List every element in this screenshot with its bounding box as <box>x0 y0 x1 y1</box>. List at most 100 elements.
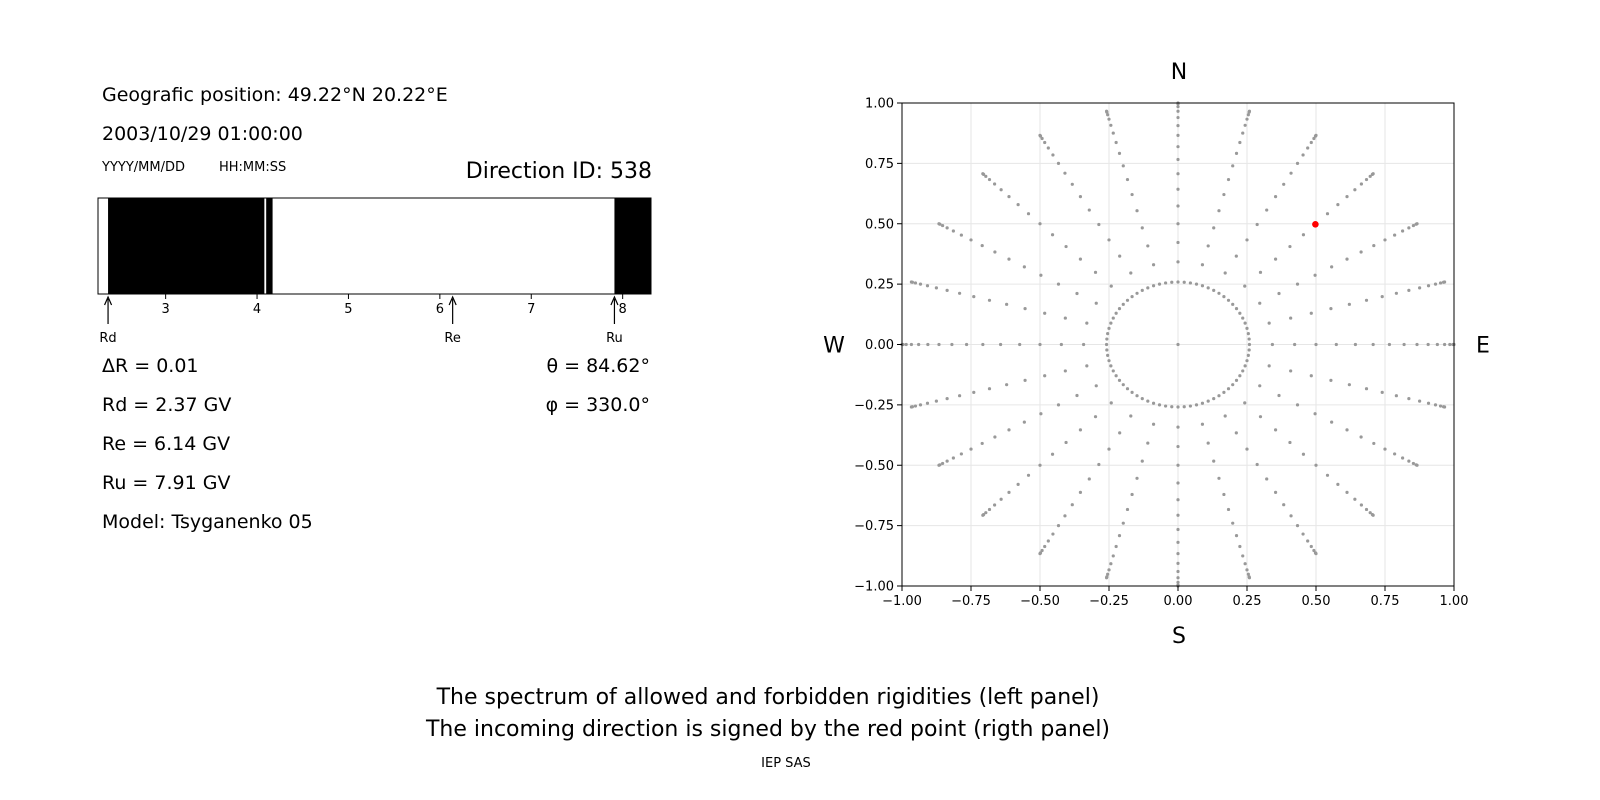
direction-point <box>1393 233 1397 237</box>
direction-point <box>1087 208 1091 212</box>
direction-point <box>1064 244 1068 249</box>
direction-point <box>1394 394 1398 398</box>
direction-point <box>918 282 923 286</box>
direction-point <box>1176 342 1180 347</box>
direction-point <box>1245 117 1249 121</box>
direction-point <box>1426 342 1430 347</box>
direction-point <box>1370 513 1375 517</box>
direction-point <box>1289 369 1293 373</box>
direction-point <box>1114 311 1118 315</box>
marker-arrowhead-rd <box>104 295 113 306</box>
re-value: Re = 6.14 GV <box>102 433 231 455</box>
direction-point <box>1212 288 1216 292</box>
direction-point <box>1039 412 1043 416</box>
direction-point <box>1051 153 1055 157</box>
direction-point <box>1212 397 1216 401</box>
direction-point <box>1217 476 1221 480</box>
direction-point <box>1245 326 1249 330</box>
direction-point <box>1111 554 1115 558</box>
direction-point <box>993 503 997 507</box>
direction-point <box>1223 414 1227 418</box>
direction-point <box>1222 390 1226 394</box>
direction-point <box>1306 539 1310 543</box>
direction-point <box>1130 192 1134 197</box>
direction-point <box>1243 123 1247 127</box>
phi-value: φ = 330.0° <box>545 394 650 416</box>
direction-point <box>913 404 918 408</box>
direction-point <box>910 280 915 284</box>
direction-point <box>1114 544 1118 549</box>
direction-point <box>1217 291 1221 295</box>
direction-point <box>1040 136 1044 141</box>
direction-point <box>1056 282 1061 286</box>
direction-point <box>1452 342 1456 347</box>
direction-point <box>1245 238 1249 242</box>
direction-point <box>1336 482 1340 486</box>
direction-point <box>1176 172 1180 176</box>
direction-point <box>981 172 986 176</box>
direction-point <box>1104 109 1109 113</box>
direction-point <box>1188 404 1193 408</box>
direction-point <box>945 397 949 401</box>
direction-point <box>1247 110 1251 114</box>
direction-point <box>1245 568 1249 572</box>
direction-point <box>1314 222 1318 226</box>
direction-point <box>1246 572 1250 576</box>
caption-line-1: The spectrum of allowed and forbidden ri… <box>436 685 1100 710</box>
direction-point <box>1176 584 1180 588</box>
forbidden-band-0 <box>108 198 265 294</box>
direction-point <box>998 342 1003 347</box>
direction-point <box>1117 151 1122 156</box>
ru-value: Ru = 7.91 GV <box>102 472 231 494</box>
direction-point <box>999 188 1003 192</box>
direction-point <box>1309 544 1313 549</box>
theta-value: θ = 84.62° <box>546 355 650 377</box>
direction-point <box>1070 503 1074 507</box>
direction-point <box>1442 280 1447 284</box>
y-tick-label: 1.00 <box>865 97 894 112</box>
direction-point <box>984 174 988 178</box>
direction-point <box>1407 459 1411 463</box>
direction-point <box>1176 425 1180 429</box>
direction-point <box>1005 383 1009 387</box>
direction-point <box>1026 212 1031 216</box>
direction-point <box>1043 544 1047 549</box>
direction-point <box>1258 384 1262 388</box>
direction-point <box>934 399 938 403</box>
direction-point <box>1007 490 1011 494</box>
direction-point <box>1245 447 1249 451</box>
direction-point <box>1442 342 1447 347</box>
direction-point <box>1170 280 1174 284</box>
y-tick-label: −0.50 <box>854 459 894 474</box>
direction-point <box>1109 284 1113 288</box>
direction-point <box>1093 270 1098 274</box>
direction-point <box>1372 243 1376 248</box>
direction-point <box>1151 401 1156 405</box>
x-tick-label: 0.50 <box>1302 594 1331 609</box>
direction-point <box>1418 399 1422 403</box>
direction-point <box>1368 511 1372 515</box>
direction-point <box>1234 151 1239 156</box>
direction-point <box>1176 133 1180 137</box>
direction-point <box>1111 369 1115 373</box>
direction-point <box>1050 233 1055 237</box>
date-time: 2003/10/29 01:00:00 <box>102 123 303 145</box>
direction-point <box>1243 364 1247 368</box>
direction-point <box>1078 490 1083 494</box>
direction-point <box>1353 497 1357 501</box>
direction-point <box>1146 286 1150 290</box>
direction-point <box>1176 561 1180 565</box>
direction-point <box>1105 337 1109 341</box>
spectrum-tick-label-8: 8 <box>619 302 627 317</box>
direction-point <box>1107 359 1111 363</box>
direction-point <box>937 222 941 226</box>
direction-point <box>1176 481 1180 485</box>
direction-point <box>1313 134 1318 138</box>
direction-point <box>1345 257 1349 261</box>
direction-point <box>1247 575 1251 579</box>
direction-point <box>1273 428 1278 432</box>
direction-point <box>1238 311 1242 315</box>
direction-point <box>926 342 930 347</box>
direction-point <box>1038 222 1042 226</box>
direction-point <box>1329 307 1333 311</box>
